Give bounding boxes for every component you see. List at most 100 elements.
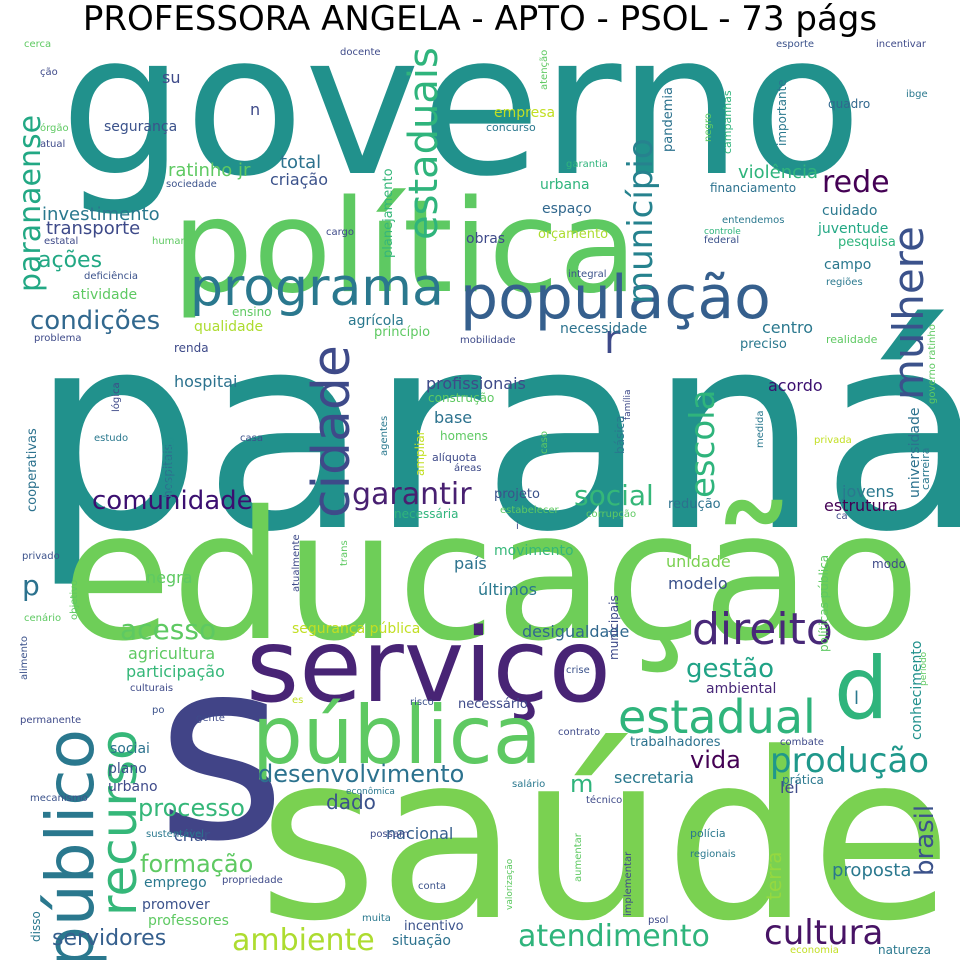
- word: ambiental: [706, 681, 777, 697]
- word: incentivar: [876, 39, 926, 50]
- word: brasil: [910, 804, 940, 876]
- word: campo: [824, 257, 872, 273]
- word: transporte: [46, 218, 141, 239]
- word: cultura: [764, 913, 884, 953]
- word: lógica: [111, 382, 122, 412]
- word: investimento: [42, 204, 160, 225]
- word: m: [570, 770, 594, 798]
- word: negra: [146, 568, 193, 587]
- word: rede: [822, 165, 890, 200]
- word: po: [152, 705, 165, 716]
- word: n: [250, 100, 261, 119]
- word: criação: [270, 170, 329, 189]
- word: estaduais: [401, 47, 447, 240]
- word: proposta: [832, 860, 912, 881]
- word: contrato: [558, 727, 601, 738]
- word: política: [172, 173, 638, 322]
- word: juventude: [818, 221, 889, 237]
- word: qualidade: [194, 319, 264, 335]
- word: es: [292, 695, 304, 706]
- word: estadual: [618, 690, 816, 744]
- word: importante: [775, 79, 789, 146]
- word: financiamento: [710, 181, 797, 195]
- word: profissionais: [426, 374, 526, 393]
- word: integral: [568, 269, 607, 280]
- word: cidade: [302, 345, 362, 518]
- word: crise: [566, 665, 590, 676]
- word: social: [574, 479, 654, 512]
- word: gestão: [686, 654, 775, 684]
- word: áreas: [454, 463, 482, 474]
- word: básica: [613, 415, 627, 454]
- word: pesquisa: [838, 235, 896, 250]
- word: ca: [836, 511, 848, 522]
- word: ensino: [232, 305, 272, 319]
- word: entendemos: [722, 215, 785, 226]
- word: políticas pública: [817, 554, 831, 652]
- word: atendimento: [518, 919, 710, 954]
- word: p: [22, 569, 40, 602]
- word: quadro: [828, 97, 871, 111]
- word: incentivo: [404, 919, 464, 934]
- word: mecanismo: [30, 793, 88, 804]
- word: l: [854, 688, 860, 709]
- word: r: [604, 317, 621, 363]
- word: situação: [392, 933, 451, 949]
- word: prática: [782, 773, 824, 787]
- page-title: PROFESSORA ANGELA - APTO - PSOL - 73 pág…: [82, 0, 878, 39]
- word: nacional: [386, 824, 454, 843]
- word: natureza: [878, 943, 931, 957]
- word: governo ratinho: [927, 324, 938, 404]
- word: esporte: [776, 39, 815, 50]
- word: população: [460, 263, 771, 333]
- word: regionais: [690, 849, 736, 860]
- word: culturais: [130, 683, 174, 694]
- word: cuidado: [822, 203, 878, 219]
- word: segurança: [104, 119, 178, 135]
- word: professores: [148, 913, 229, 929]
- word: medida: [755, 410, 766, 449]
- word: objetivo: [69, 579, 80, 620]
- word: i: [516, 521, 519, 532]
- word: pública: [252, 689, 542, 782]
- word: município: [621, 138, 661, 304]
- word: docente: [340, 47, 381, 58]
- word: violência: [738, 162, 819, 183]
- word: permanente: [20, 715, 82, 726]
- word: implementar: [623, 851, 634, 916]
- word: recurso: [90, 729, 148, 916]
- word: últimos: [478, 580, 538, 599]
- word: secretaria: [614, 768, 694, 787]
- word: ampliar: [413, 430, 427, 476]
- word: preciso: [740, 337, 787, 352]
- word: gente: [196, 713, 225, 724]
- word: agricultura: [128, 644, 216, 663]
- word: muita: [362, 913, 391, 924]
- word: regiões: [826, 277, 863, 288]
- word: urbana: [540, 177, 590, 193]
- word: urbano: [108, 779, 158, 795]
- word: necessário: [458, 697, 528, 712]
- word: alíquota: [432, 451, 477, 464]
- word: realidade: [826, 333, 878, 346]
- word: homens: [440, 429, 488, 443]
- word: ambiente: [232, 923, 375, 958]
- word: caso: [539, 431, 550, 454]
- word: mobilidade: [460, 335, 516, 346]
- word: desenvolvimento: [258, 760, 465, 788]
- word: princípio: [374, 325, 431, 340]
- word: redução: [668, 497, 721, 512]
- word: acesso: [120, 613, 217, 646]
- word: disso: [29, 911, 43, 942]
- word: necessidade: [560, 321, 648, 337]
- word: promover: [142, 897, 210, 913]
- word: garantia: [566, 159, 608, 170]
- word: combate: [780, 737, 824, 748]
- word: governo: [60, 36, 863, 220]
- word: aumentar: [573, 833, 584, 882]
- word: unidade: [666, 552, 731, 571]
- word: centro: [762, 318, 814, 337]
- word: cooperativas: [25, 428, 40, 512]
- word: serviço: [246, 607, 612, 726]
- word: estatal: [44, 236, 79, 247]
